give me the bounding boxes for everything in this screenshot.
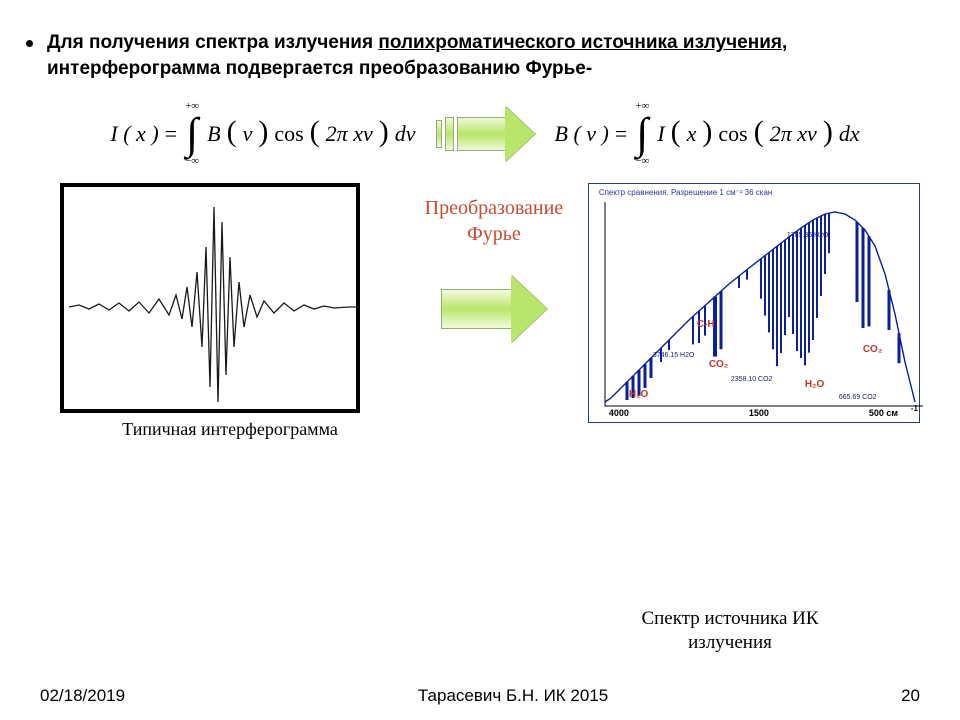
integral-icon: +∞ ∫ −∞ — [635, 101, 649, 167]
cap-r2: излучения — [688, 632, 772, 653]
footer-author: Тарасевич Б.Н. ИК 2015 — [418, 686, 608, 706]
f2-cos: cos — [718, 121, 747, 147]
footer: 02/18/2019 Тарасевич Б.Н. ИК 2015 20 — [40, 686, 920, 706]
bullet-item: Для получения спектра излучения полихром… — [26, 30, 920, 81]
footer-date: 02/18/2019 — [40, 686, 125, 706]
integral-icon: +∞ ∫ −∞ — [185, 101, 199, 167]
f1-v: v — [243, 121, 253, 147]
caption-left: Типичная интерферограмма — [60, 419, 400, 440]
left-panel: Типичная интерферограмма — [60, 183, 400, 440]
peak-label: 3746.15 H2O — [653, 352, 695, 359]
peak-label: 665.69 CO2 — [839, 394, 877, 401]
x-axis-label: 4000 — [609, 408, 629, 418]
ft-l1: Преобразование — [425, 197, 564, 219]
bullet-underlined: полихроматического источника излучения — [378, 32, 782, 53]
f1-cos: cos — [274, 121, 303, 147]
big-arrow-icon — [441, 275, 547, 343]
molecule-label: CO₂ — [863, 344, 882, 355]
f1-arg: 2π xv — [326, 121, 373, 147]
cap-r1: Спектр источника ИК — [641, 608, 818, 629]
f1-B: B — [207, 121, 220, 147]
x-axis-label: 1500 — [749, 408, 769, 418]
f2-dx: dx — [839, 121, 860, 147]
spectrum-chart: Спектр сравнения. Разрешение 1 см⁻¹ 36 с… — [588, 183, 920, 423]
f2-I: I — [657, 121, 664, 147]
molecule-label: C-H — [697, 319, 715, 330]
bullet-dot-icon — [26, 40, 33, 47]
f1-eq: = — [165, 121, 177, 147]
molecule-label: H₂O — [629, 389, 648, 400]
f2-limbot: −∞ — [635, 156, 649, 167]
x-axis-label: 500 см — [869, 408, 898, 418]
fourier-label: Преобразование Фурье — [425, 195, 564, 247]
f1-dv: dv — [395, 121, 416, 147]
x-axis-unit-sup: -1 — [911, 404, 918, 413]
formula-2: B ( v ) = +∞ ∫ −∞ I (x) cos (2π xv) dx — [555, 101, 860, 167]
peak-label: 2358.10 CO2 — [731, 376, 773, 383]
caption-right: Спектр источника ИК излучения — [570, 607, 890, 656]
f1-limbot: −∞ — [185, 156, 199, 167]
footer-page: 20 — [901, 686, 920, 706]
molecule-label: H₂O — [805, 379, 824, 390]
f1-lhs: I ( x ) — [110, 121, 158, 147]
interferogram-chart — [60, 183, 360, 413]
bullet-part1: Для получения спектра излучения — [47, 32, 378, 53]
graphics-row: Типичная интерферограмма Преобразование … — [40, 183, 920, 440]
molecule-label: CO₂ — [709, 359, 728, 370]
f2-eq: = — [615, 121, 627, 147]
f2-lhs: B ( v ) — [555, 121, 609, 147]
bullet-text: Для получения спектра излучения полихром… — [47, 30, 920, 81]
formula-1: I ( x ) = +∞ ∫ −∞ B (v) cos (2π xv) dv — [110, 101, 415, 167]
f2-arg: 2π xv — [770, 121, 817, 147]
peak-label: 1785.36 H2O — [787, 232, 829, 239]
f2-x: x — [687, 121, 697, 147]
center-column: Преобразование Фурье — [418, 183, 570, 343]
formula-row: I ( x ) = +∞ ∫ −∞ B (v) cos (2π xv) dv B… — [50, 101, 920, 167]
arrow-icon — [436, 106, 535, 162]
ft-l2: Фурье — [467, 223, 521, 245]
